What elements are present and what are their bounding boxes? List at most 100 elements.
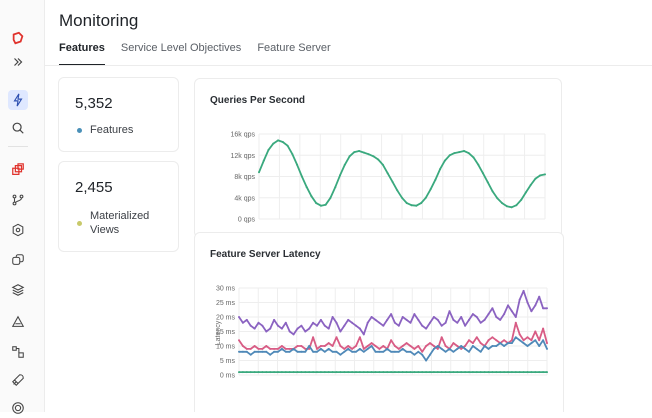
data-point xyxy=(499,342,502,345)
data-point xyxy=(472,156,475,159)
data-point xyxy=(277,324,279,327)
data-point xyxy=(367,153,370,156)
data-point xyxy=(452,350,455,353)
data-point xyxy=(491,371,494,374)
y-tick-label: 15 ms xyxy=(216,329,236,336)
data-point xyxy=(471,345,474,347)
data-point xyxy=(370,345,373,347)
y-tick-label: 16k qps xyxy=(230,132,255,139)
qps-chart-title: Queries Per Second xyxy=(210,95,306,106)
materialized-views-legend: Materialized Views xyxy=(77,209,167,237)
data-point xyxy=(468,371,470,374)
materialized-views-stat-card: 2,455 Materialized Views xyxy=(58,161,179,252)
data-point xyxy=(448,371,451,374)
data-point xyxy=(486,181,489,184)
data-point xyxy=(405,371,408,374)
tab-service-level-objectives[interactable]: Service Level Objectives xyxy=(120,42,242,54)
data-point xyxy=(280,347,283,350)
data-point xyxy=(351,321,354,324)
data-point xyxy=(413,353,416,356)
data-point xyxy=(487,313,490,316)
data-point xyxy=(483,371,486,374)
data-point xyxy=(495,345,498,347)
data-point xyxy=(483,345,486,347)
data-point xyxy=(440,371,443,374)
data-point xyxy=(258,171,260,174)
tab-features[interactable]: Features xyxy=(59,42,105,66)
data-point xyxy=(335,336,338,339)
data-point xyxy=(253,371,256,374)
data-point xyxy=(503,313,506,316)
data-point xyxy=(355,371,357,374)
data-point xyxy=(429,321,431,324)
data-point xyxy=(425,371,428,374)
data-point xyxy=(479,350,482,353)
feature-views-icon[interactable] xyxy=(8,160,28,180)
data-point xyxy=(291,153,294,156)
data-point xyxy=(366,321,369,324)
data-point xyxy=(425,327,428,330)
data-point xyxy=(245,347,248,350)
data-point xyxy=(468,350,470,353)
target-icon[interactable] xyxy=(8,398,28,418)
data-point xyxy=(355,324,357,327)
data-point xyxy=(377,158,380,161)
data-point xyxy=(310,195,313,198)
data-point xyxy=(370,371,373,374)
data-point xyxy=(316,347,318,350)
data-point xyxy=(362,333,365,336)
data-point xyxy=(526,301,529,304)
graph-icon[interactable] xyxy=(8,342,28,362)
triangle-icon[interactable] xyxy=(8,312,28,332)
data-point xyxy=(327,371,330,374)
data-point xyxy=(444,321,447,324)
data-point xyxy=(405,342,408,345)
data-point xyxy=(417,318,420,321)
lightning-icon[interactable] xyxy=(8,90,28,110)
data-point xyxy=(269,347,272,350)
data-point xyxy=(273,371,276,374)
data-point xyxy=(542,371,545,374)
branch-icon[interactable] xyxy=(8,190,28,210)
search-icon[interactable] xyxy=(8,118,28,138)
data-point xyxy=(304,371,307,374)
data-point xyxy=(530,310,533,313)
layers-icon[interactable] xyxy=(8,280,28,300)
data-point xyxy=(522,371,525,374)
data-point xyxy=(257,350,260,353)
data-point xyxy=(507,304,509,307)
data-point xyxy=(401,196,403,199)
data-point xyxy=(351,371,354,374)
data-point xyxy=(530,342,533,345)
rocket-icon[interactable] xyxy=(8,370,28,390)
data-point xyxy=(386,318,389,321)
data-point xyxy=(257,321,260,324)
duplicate-icon[interactable] xyxy=(8,250,28,270)
data-point xyxy=(436,347,439,350)
data-point xyxy=(464,371,467,374)
data-point xyxy=(261,347,264,350)
features-stat-card: 5,352 Features xyxy=(58,77,179,152)
data-point xyxy=(261,324,264,327)
expand-icon[interactable] xyxy=(8,52,28,72)
tab-feature-server[interactable]: Feature Server xyxy=(257,42,331,54)
settings-hex-icon[interactable] xyxy=(8,220,28,240)
logo-icon[interactable] xyxy=(8,28,28,48)
latency-chart-title: Feature Server Latency xyxy=(210,249,321,260)
data-point xyxy=(358,150,361,152)
data-point xyxy=(415,204,418,207)
data-point xyxy=(390,313,393,316)
data-point xyxy=(479,342,482,345)
data-point xyxy=(386,172,389,175)
data-point xyxy=(288,371,291,374)
data-point xyxy=(542,327,545,330)
data-point xyxy=(440,347,443,350)
data-point xyxy=(503,345,506,347)
data-point xyxy=(280,327,283,330)
data-point xyxy=(331,316,334,318)
data-point xyxy=(315,202,318,205)
data-point xyxy=(339,345,342,347)
data-point xyxy=(464,347,467,350)
tab-bar: Features Service Level Objectives Featur… xyxy=(59,42,347,66)
data-point xyxy=(347,347,350,350)
